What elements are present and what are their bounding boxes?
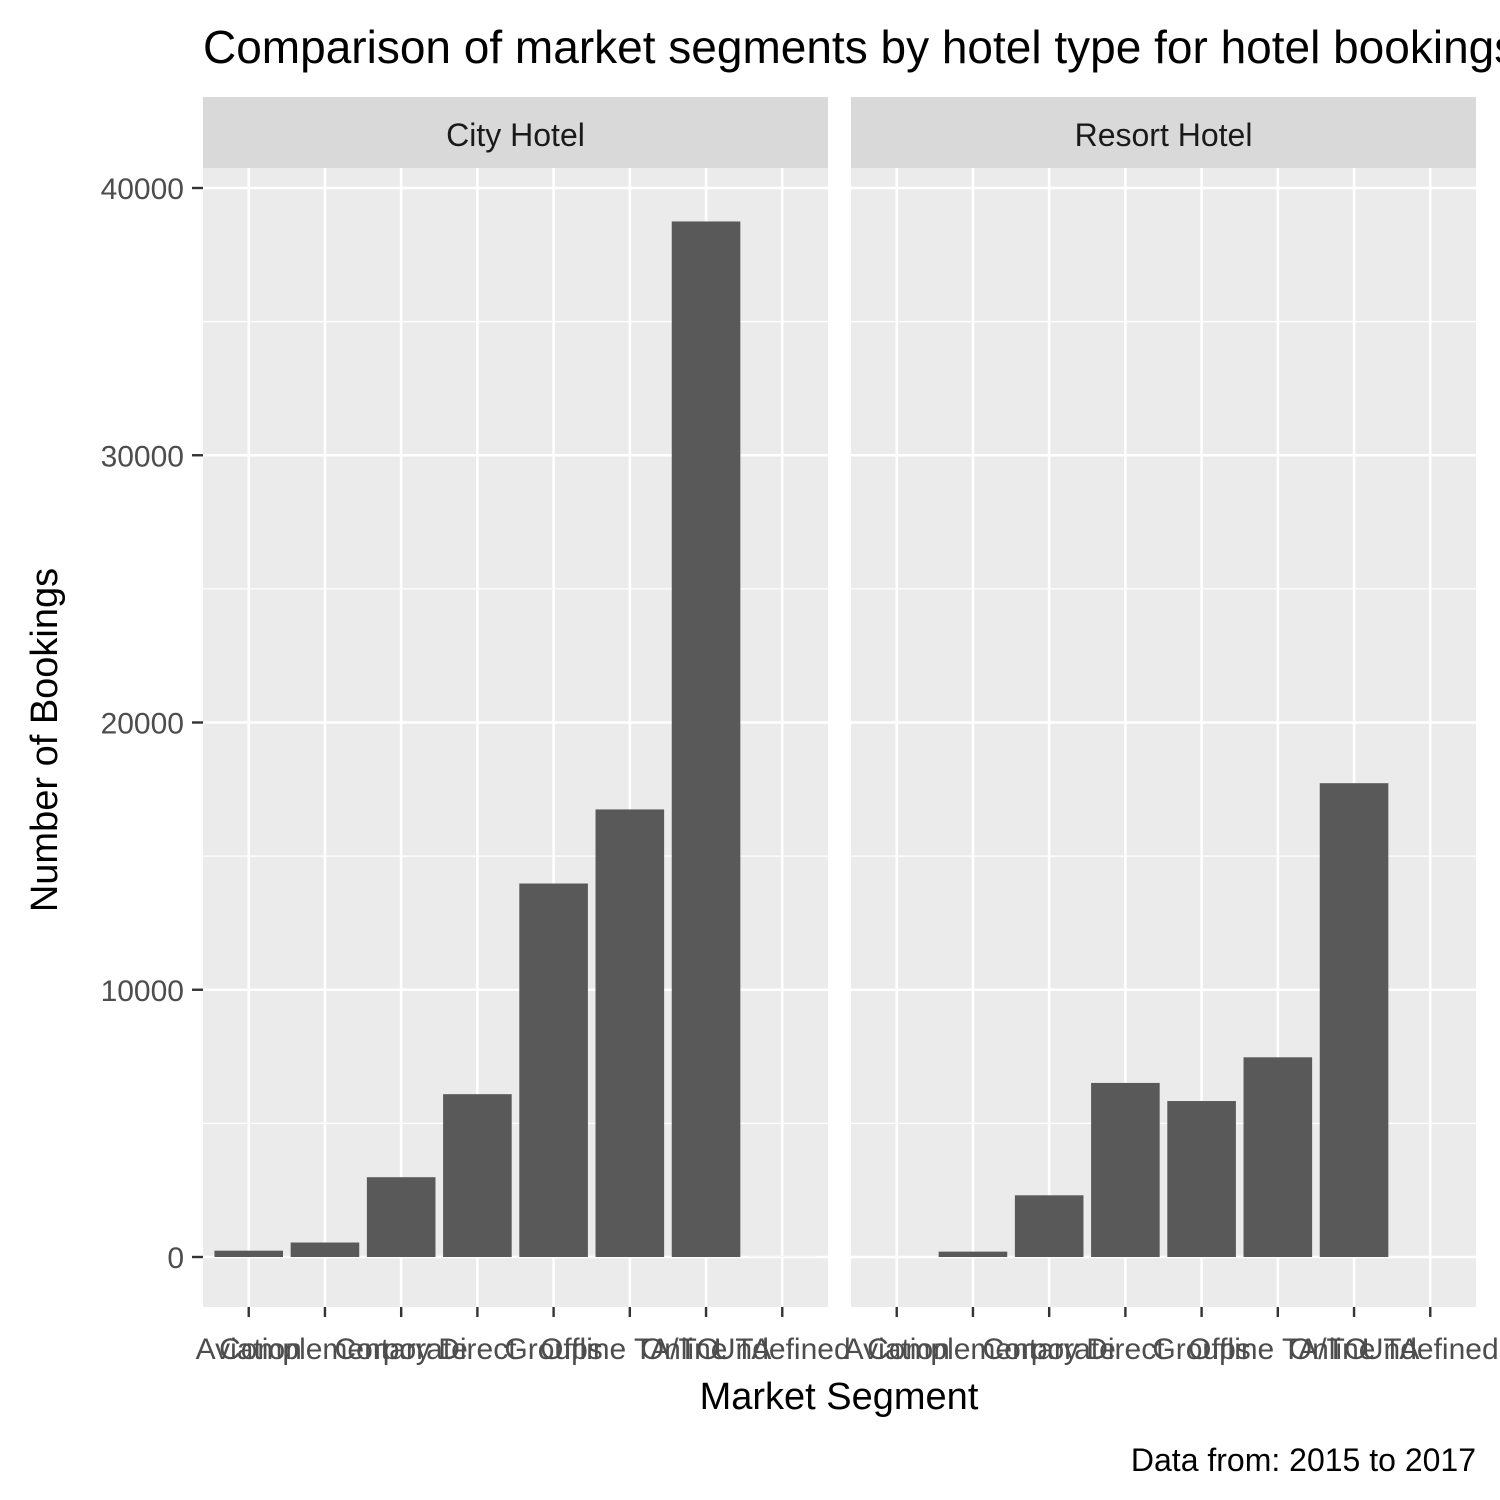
bar-direct (1091, 1082, 1160, 1257)
x-tick-label: Offline TA/TO (540, 1333, 720, 1366)
x-tick-label: Aviation (196, 1333, 302, 1366)
x-tick-label: Direct (438, 1333, 517, 1366)
x-tick-label: Groups (504, 1333, 602, 1366)
facet-label: City Hotel (446, 117, 585, 153)
x-tick-label: Complementary (867, 1333, 1079, 1366)
y-tick-label: 40000 (101, 173, 184, 206)
facet-strip (203, 97, 828, 168)
x-tick-label: Undefined (714, 1333, 851, 1366)
chart-caption: Data from: 2015 to 2017 (1131, 1442, 1476, 1478)
x-tick-label: Online TA (641, 1333, 772, 1366)
y-axis-title: Number of Bookings (24, 568, 66, 912)
x-tick-label: Corporate (982, 1333, 1115, 1366)
x-tick-label: Undefined (1362, 1333, 1499, 1366)
bar-direct (443, 1094, 512, 1257)
x-tick-label: Online TA (1289, 1333, 1420, 1366)
facet-panel: Resort Hotel AviationComplementaryCorpora… (844, 97, 1499, 1366)
y-tick-label: 30000 (101, 440, 184, 473)
bar-aviation (214, 1250, 284, 1257)
bar-corporate (1014, 1195, 1084, 1257)
facet-strip (851, 97, 1476, 168)
x-tick-label: Groups (1152, 1333, 1250, 1366)
bar-corporate (366, 1177, 436, 1257)
bar-offline-ta-to (595, 809, 665, 1257)
x-tick-label: Aviation (844, 1333, 950, 1366)
bar-online-ta (1319, 783, 1389, 1257)
x-tick-label: Direct (1086, 1333, 1165, 1366)
facet-panels: City HotelAviationComplementaryCorporate… (101, 97, 1499, 1366)
bar-offline-ta-to (1243, 1057, 1313, 1257)
x-tick-label: Offline TA/TO (1188, 1333, 1368, 1366)
y-tick-label: 20000 (101, 708, 184, 741)
y-axis: 0 10000 20000 30000 40000 (101, 173, 203, 1275)
x-tick-label: Corporate (334, 1333, 467, 1366)
y-tick-label: 10000 (101, 975, 184, 1008)
bar-groups (1167, 1101, 1236, 1257)
bar-groups (519, 883, 588, 1257)
chart-title: Comparison of market segments by hotel t… (203, 21, 1500, 73)
bar-complementary (938, 1251, 1008, 1257)
bar-online-ta (671, 221, 741, 1257)
x-axis-title: Market Segment (700, 1376, 979, 1418)
facet-label: Resort Hotel (1075, 117, 1253, 153)
bar-complementary (290, 1242, 360, 1257)
y-tick-label: 0 (167, 1242, 184, 1275)
x-tick-label: Complementary (219, 1333, 431, 1366)
facet-panel: City Hotel AviationComplementaryCorporate… (196, 97, 851, 1366)
